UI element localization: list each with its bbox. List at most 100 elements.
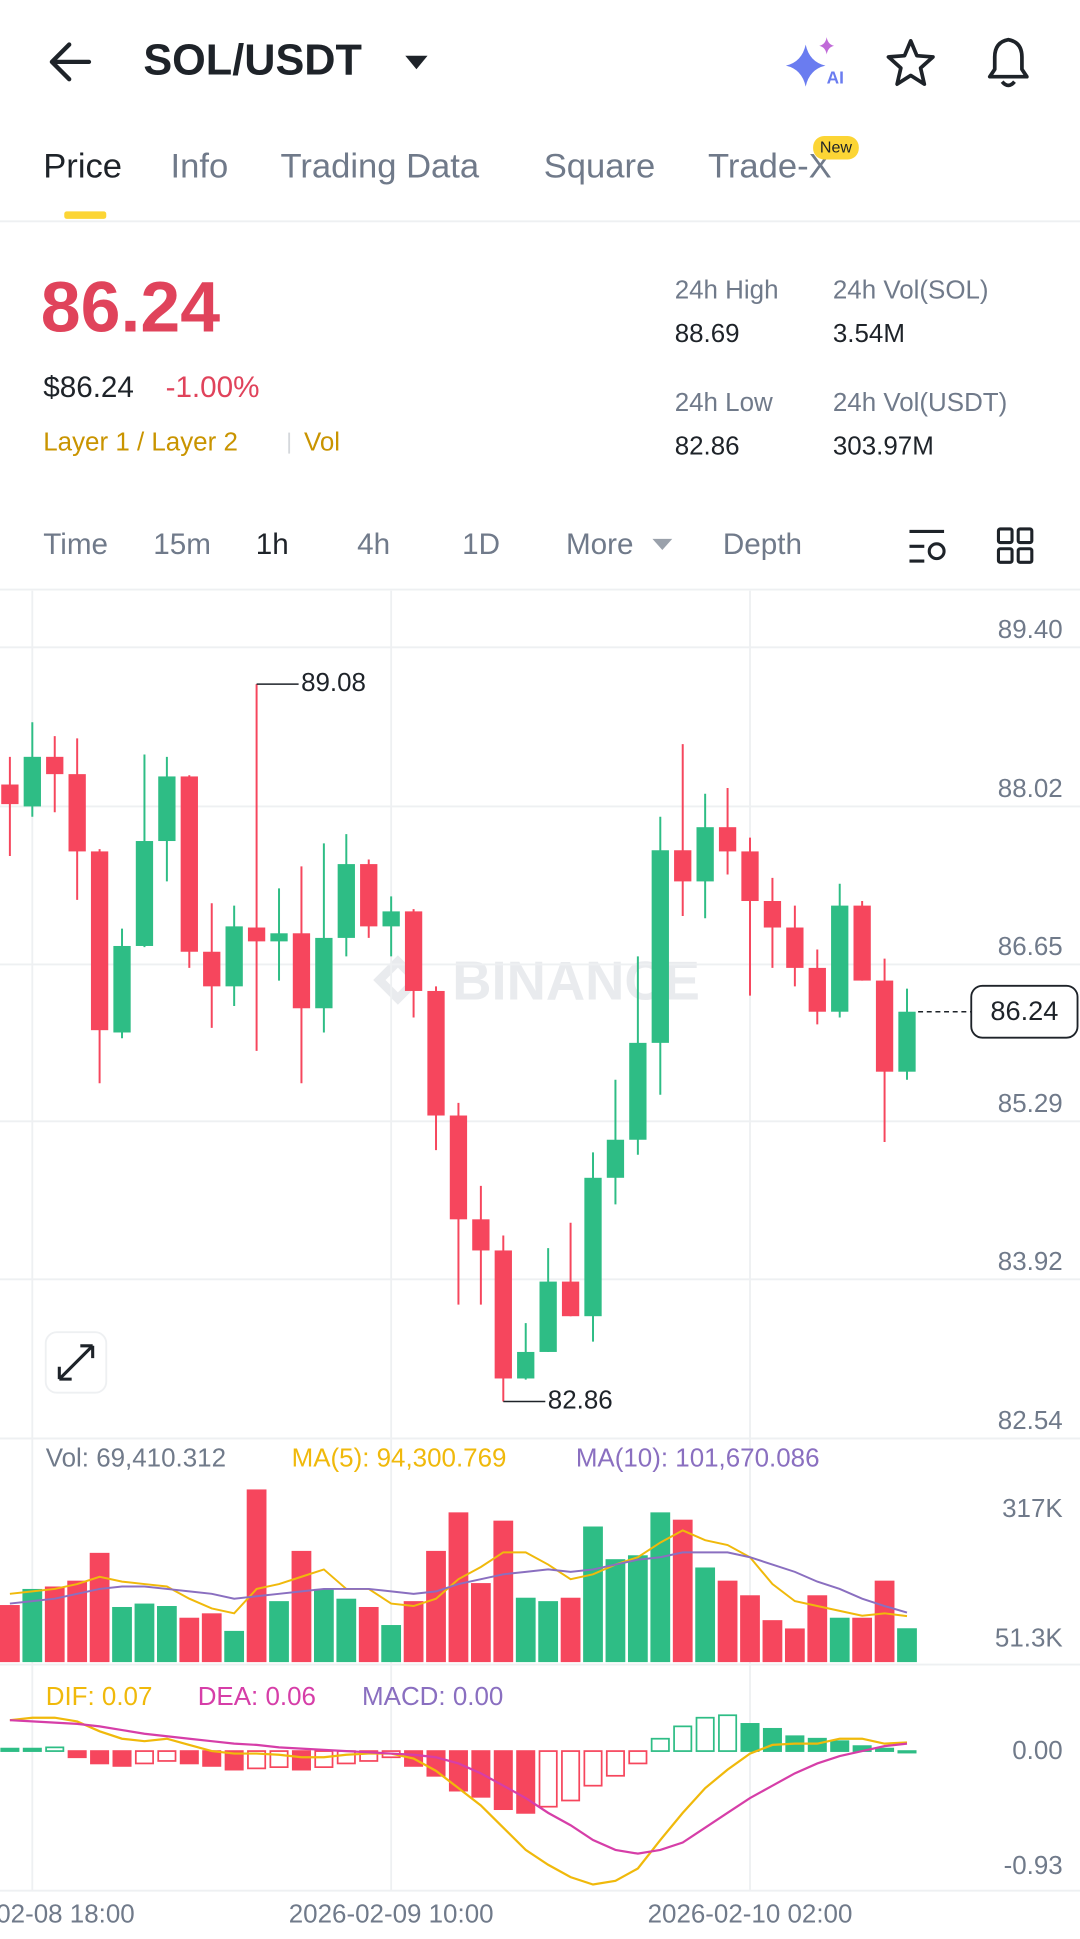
macd-bar: [157, 1750, 177, 1762]
ai-button[interactable]: AI: [785, 37, 844, 88]
macd-line: [9, 1719, 908, 1855]
last-price-box: [970, 984, 1079, 1039]
tab[interactable]: Trading Data: [281, 147, 480, 185]
volume-bar: [874, 1580, 895, 1663]
volume-bar: [717, 1580, 738, 1663]
volume-bar: [784, 1628, 805, 1663]
candle-body: [360, 864, 378, 927]
volume-bar: [0, 1605, 20, 1663]
more-dropdown[interactable]: [652, 538, 673, 550]
candle-body: [90, 851, 109, 1031]
indicator-settings[interactable]: [909, 529, 946, 563]
pair-title[interactable]: SOL/USDT: [143, 37, 362, 85]
expand-button[interactable]: [44, 1331, 108, 1394]
candle-body: [808, 967, 826, 1012]
interval[interactable]: 1D: [462, 528, 500, 561]
candle-body: [741, 851, 759, 902]
macd-bar: [538, 1750, 558, 1808]
ai-label: AI: [827, 68, 844, 88]
tab[interactable]: Price: [43, 147, 122, 185]
legend-entry: MA(5): 94,300.769: [292, 1444, 507, 1472]
candle-body: [472, 1219, 490, 1251]
interval[interactable]: Time: [43, 528, 108, 561]
pair-dropdown[interactable]: [405, 55, 428, 70]
candle-body: [517, 1351, 535, 1379]
volume-bar: [358, 1606, 379, 1663]
macd-bar: [493, 1750, 513, 1811]
favorite-button[interactable]: [886, 39, 935, 86]
legend-entry: MACD: 0.00: [362, 1683, 503, 1711]
legend-entry: DIF: 0.07: [46, 1683, 153, 1711]
candle-body: [337, 864, 355, 938]
macd-bar: [22, 1747, 42, 1752]
stat-value: 82.86: [675, 432, 740, 460]
candle-body: [270, 933, 288, 942]
volume-bar: [22, 1588, 43, 1663]
macd-bar: [583, 1750, 603, 1787]
volume-bar: [762, 1620, 783, 1663]
candle-body: [382, 911, 400, 927]
macd-bar: [740, 1723, 760, 1752]
layout-button[interactable]: [996, 527, 1034, 564]
interval[interactable]: 15m: [153, 528, 211, 561]
volume-bar: [807, 1595, 828, 1663]
new-badge: New: [820, 139, 853, 157]
tab[interactable]: Info: [171, 147, 229, 185]
macd-bar: [807, 1737, 827, 1752]
tag[interactable]: Vol: [304, 429, 340, 457]
volume-bar: [627, 1555, 648, 1663]
macd-bar: [673, 1725, 693, 1752]
volume-bar: [269, 1601, 289, 1663]
macd-bar: [0, 1747, 20, 1752]
candle-body: [718, 827, 737, 852]
macd-bar: [718, 1714, 738, 1752]
macd-bar: [516, 1750, 536, 1814]
volume-bar: [156, 1606, 177, 1663]
macd-bar: [628, 1750, 648, 1765]
price-change: -1.00%: [166, 371, 260, 404]
candle-body: [292, 933, 311, 1009]
y-tick-label: 82.54: [998, 1407, 1063, 1435]
volume-bar: [426, 1550, 446, 1663]
back-button[interactable]: [49, 42, 92, 82]
interval[interactable]: More: [566, 528, 634, 561]
candle-body: [449, 1115, 468, 1220]
volume-bar: [44, 1586, 65, 1663]
tag[interactable]: Layer 1 / Layer 2: [43, 429, 238, 457]
macd-bar: [448, 1750, 468, 1792]
macd-bar: [359, 1750, 379, 1762]
macd-bar: [561, 1750, 581, 1802]
ma-line: [9, 1551, 908, 1614]
interval[interactable]: 4h: [357, 528, 390, 561]
macd-bar: [112, 1750, 132, 1767]
candle-body: [831, 905, 849, 1012]
x-tick-label: 2026-02-10 02:00: [648, 1900, 853, 1928]
volume-bar: [852, 1617, 873, 1663]
candle-body: [225, 926, 243, 987]
volume-bar: [134, 1603, 155, 1663]
candle-body: [494, 1250, 512, 1379]
macd-bar: [45, 1746, 65, 1752]
volume-bar: [740, 1595, 760, 1663]
max-label: 89.08: [301, 669, 366, 697]
candle-body: [853, 905, 871, 981]
interval[interactable]: 1h: [256, 528, 289, 561]
tab[interactable]: Square: [544, 147, 656, 185]
last-price: 86.24: [41, 268, 220, 348]
volume-bar: [89, 1552, 110, 1663]
stat-value: 303.97M: [833, 432, 934, 460]
stat-label: 24h Vol(SOL): [833, 277, 989, 305]
macd-bar: [875, 1747, 895, 1752]
volume-bar: [650, 1512, 671, 1663]
volume-bar: [560, 1597, 581, 1663]
interval[interactable]: Depth: [723, 528, 802, 561]
x-tick-label: 2026-02-09 10:00: [289, 1900, 494, 1928]
alert-button[interactable]: [987, 37, 1029, 88]
macd-bar: [650, 1737, 670, 1752]
candle-body: [1, 784, 19, 805]
volume-bar: [515, 1597, 536, 1663]
tab[interactable]: Trade-X: [708, 147, 832, 185]
y-tick-label: 86.65: [998, 933, 1063, 961]
